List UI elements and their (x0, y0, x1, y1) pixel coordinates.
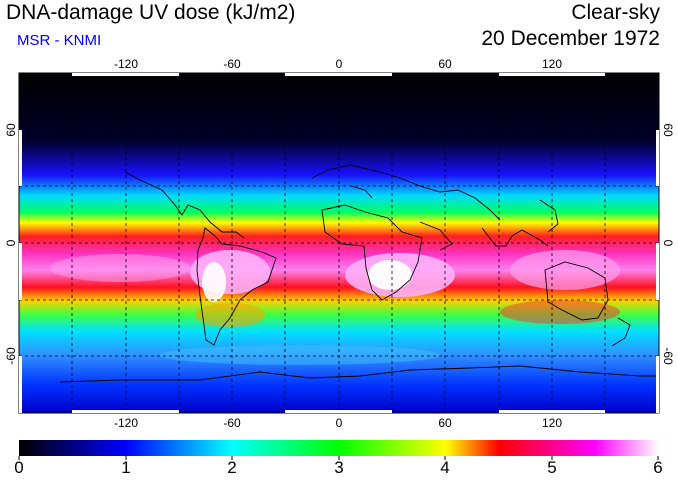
lon-tick-bottom: 0 (336, 416, 343, 430)
lat-tick-right: 0 (661, 240, 675, 247)
dose-hotspots (50, 250, 620, 365)
colorbar-ticks (18, 456, 659, 460)
colorbar-label: 1 (121, 458, 131, 477)
lon-tick-bottom: 120 (542, 416, 562, 430)
lon-tick-top: -120 (114, 57, 138, 71)
colorbar (19, 440, 659, 456)
lon-tick-top: 120 (542, 57, 562, 71)
lon-tick-top: 0 (336, 57, 343, 71)
colorbar-label: 0 (14, 458, 24, 477)
lon-tick-top: 60 (438, 57, 452, 71)
coastlines (59, 164, 659, 383)
lat-tick-left: 60 (4, 123, 18, 137)
lon-tick-bottom: -120 (114, 416, 138, 430)
colorbar-label: 3 (334, 458, 344, 477)
colorbar-label: 5 (547, 458, 557, 477)
lat-tick-right: -60 (661, 347, 675, 365)
sky-condition-label: Clear-sky (571, 1, 660, 24)
date-label: 20 December 1972 (481, 27, 660, 50)
lon-tick-top: -60 (223, 57, 241, 71)
lat-tick-left: 0 (4, 239, 18, 246)
colorbar-label: 4 (440, 458, 450, 477)
lat-tick-left: -60 (4, 347, 18, 365)
lon-tick-bottom: 60 (438, 416, 452, 430)
lon-tick-bottom: -60 (223, 416, 241, 430)
lat-tick-right: 60 (661, 123, 675, 137)
map-title: DNA-damage UV dose (kJ/m2) (6, 1, 296, 24)
graticule (19, 73, 659, 413)
frame-ticks (19, 73, 659, 413)
colorbar-label: 2 (227, 458, 237, 477)
colorbar-label: 6 (653, 458, 663, 477)
data-source-label: MSR - KNMI (17, 32, 102, 49)
